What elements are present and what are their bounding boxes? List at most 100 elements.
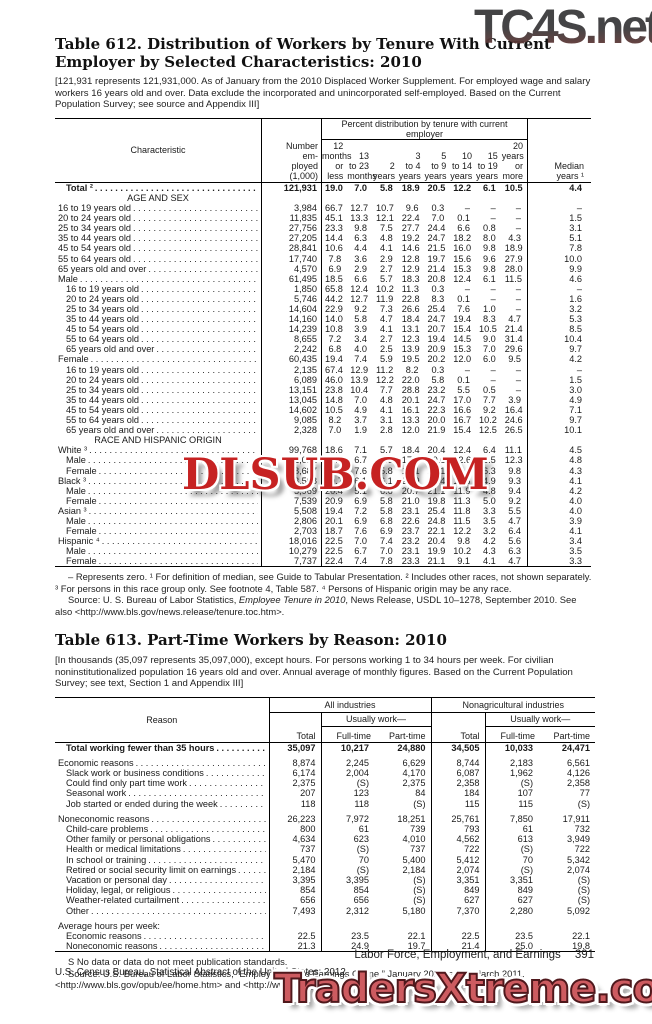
value-cell (450, 193, 476, 203)
column-header-tenure: 3 to 4 years (398, 150, 421, 181)
value-cell: 7.0 (482, 344, 496, 355)
value-cell: 737 (376, 844, 432, 855)
value-cell: – (515, 304, 521, 314)
column-subgroup-usually-work: Usually work— (321, 712, 431, 727)
dot-leader (236, 865, 265, 875)
value-cell: 7.4 (379, 536, 393, 547)
row-label-text: In school or training (66, 854, 147, 865)
table-row: Economic reasons22.523.522.122.523.522.1 (55, 930, 595, 942)
value-cell: 5,969 (261, 485, 322, 496)
dot-leader (131, 203, 258, 213)
value-cell: 4.1 (379, 404, 393, 415)
row-label: 65 years old and over (55, 344, 261, 354)
value-cell: 3.5 (482, 515, 496, 526)
row-label: Noneconomic reasons (55, 941, 269, 951)
dot-leader (139, 415, 258, 425)
value-cell: 121,931 (261, 182, 322, 193)
row-label-text: Seasonal work (66, 788, 127, 799)
row-label-text: 25 to 34 years old (66, 304, 140, 314)
value-cell: 4.1 (482, 556, 496, 567)
value-cell: 8.2 (328, 415, 342, 426)
value-cell (476, 435, 502, 445)
value-cell: 46.0 (325, 374, 343, 385)
column-header-median-years: Median years ¹ (527, 118, 591, 183)
row-label-text: Hispanic ⁴ (58, 536, 100, 547)
value-cell: 1.5 (527, 213, 591, 224)
page-content: Table 612. Distribution of Workers by Te… (55, 35, 596, 991)
value-cell (261, 435, 322, 446)
value-cell: 22.9 (325, 304, 343, 314)
dot-leader (157, 941, 265, 951)
value-cell: (S) (577, 798, 591, 809)
value-cell: 7.7 (379, 384, 393, 395)
table613-title: Table 613. Part-Time Workers by Reason: … (55, 631, 447, 650)
value-cell: 2,280 (510, 905, 533, 916)
value-cell: 20.4 (427, 445, 446, 456)
value-cell: 7.6 (354, 465, 367, 476)
value-cell: 7,370 (430, 905, 486, 916)
row-label: 25 to 34 years old (55, 304, 261, 314)
value-cell: 19.9 (427, 546, 446, 557)
value-cell: 11.2 (376, 364, 394, 375)
value-cell (261, 192, 322, 204)
value-cell: 10.8 (325, 324, 343, 335)
value-cell: 24.9 (351, 941, 369, 952)
row-label-text: Female (66, 495, 97, 506)
value-cell: 6.1 (379, 475, 393, 486)
table-row: 65 years old and over 2,328 7.0 1.9 2.8 12.0 2… (55, 425, 591, 436)
value-cell: 3.2 (527, 304, 591, 315)
value-cell: 20.5 (427, 182, 446, 193)
row-label-text: 20 to 24 years old (66, 374, 140, 385)
value-cell (399, 435, 425, 445)
row-label-text: White ³ (58, 445, 88, 456)
row-label-text: 45 to 54 years old (66, 404, 140, 415)
value-cell: 849 (430, 885, 486, 896)
table613-header: Reason All industries Nonagricultural in… (55, 697, 596, 742)
value-cell: 9.6 (405, 203, 419, 214)
value-cell: 20.1 (427, 465, 446, 476)
value-cell: 8.0 (482, 233, 496, 244)
value-cell: 6.1 (482, 182, 496, 193)
value-cell: 2,312 (346, 905, 369, 916)
value-cell: 3.9 (527, 515, 591, 527)
row-label-text: Child-care problems (66, 823, 149, 834)
value-cell: 7.4 (354, 556, 367, 567)
value-cell: 12.0 (453, 354, 472, 365)
watermark-dlsub: DLSUB.COM (182, 450, 489, 500)
value-cell: 17,740 (261, 253, 322, 264)
value-cell: 28.8 (401, 384, 420, 395)
value-cell: 19.1 (401, 465, 420, 476)
value-cell: 22.4 (401, 213, 420, 224)
value-cell: 4.2 (527, 354, 591, 365)
value-cell: 8.3 (431, 293, 445, 304)
value-cell: – (464, 283, 470, 294)
table612: Characteristic Number em- ployed (1,000)… (55, 117, 591, 568)
value-cell: 123 (353, 788, 369, 799)
running-footer: Labor Force, Employment, and Earnings 391 (354, 949, 594, 961)
value-cell: 19.4 (325, 354, 343, 365)
value-cell: 14,160 (261, 314, 322, 325)
value-cell: 84 (376, 788, 432, 799)
value-cell: 2.9 (379, 253, 393, 264)
value-cell: 19.5 (401, 354, 420, 365)
value-cell: 16.0 (453, 243, 472, 254)
value-cell: 7.7 (482, 394, 496, 405)
value-cell: 4.1 (527, 475, 591, 486)
value-cell: (S) (577, 885, 591, 896)
row-label: Economic reasons (55, 931, 269, 941)
row-label: Could find only part time work (55, 778, 269, 788)
value-cell: 3.6 (354, 253, 367, 264)
value-cell (321, 916, 376, 931)
dot-leader (139, 294, 258, 304)
value-cell: 4,562 (430, 834, 486, 845)
dot-leader (134, 758, 266, 768)
table-row: Other family or personal obligations 4,63… (55, 834, 595, 845)
value-cell: 13,151 (261, 384, 322, 395)
row-label-text: 16 to 19 years old (66, 364, 140, 375)
value-cell: 19.7 (427, 253, 446, 264)
